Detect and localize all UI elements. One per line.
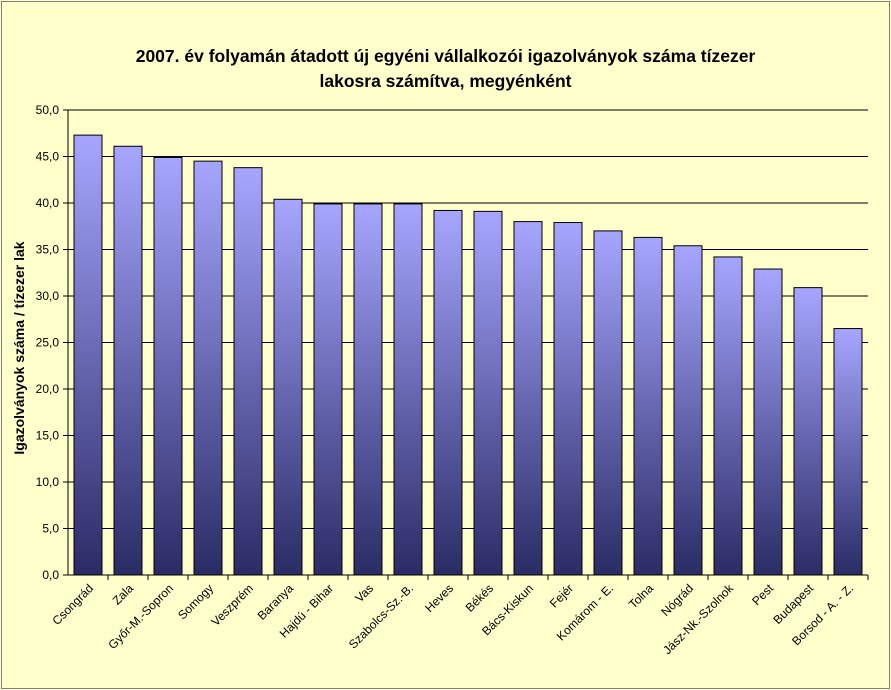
bar: [73, 134, 103, 576]
y-tick-label: 15,0: [36, 429, 60, 443]
x-tick-label: Békés: [463, 581, 496, 614]
x-tick-label: Veszprém: [208, 581, 256, 629]
bar: [513, 221, 543, 576]
bar: [433, 209, 463, 576]
x-tick-label: Pest: [749, 581, 776, 608]
bar: [673, 245, 703, 576]
bar: [593, 230, 623, 576]
bar: [233, 167, 263, 576]
y-tick-label: 40,0: [36, 196, 60, 210]
bar: [753, 268, 783, 576]
y-tick-label: 0,0: [42, 568, 59, 582]
axes: [63, 109, 869, 580]
x-tick-label: Heves: [422, 581, 456, 615]
bar: [633, 236, 663, 576]
chart-title-line-2: lakosra számítva, megyénként: [319, 71, 572, 91]
bar: [313, 203, 343, 576]
bar: [153, 156, 183, 576]
bar: [833, 328, 863, 576]
x-tick-label: Nógrád: [658, 581, 696, 619]
bar: [473, 210, 503, 576]
y-axis-label: Igazolványok száma / tízezer lak: [11, 241, 27, 454]
bar: [353, 203, 383, 576]
bar: [793, 287, 823, 576]
x-tick-labels: Csongrád ZalaGyőr-M.-SopronSomogyVeszprém…: [49, 581, 856, 658]
y-tick-label: 20,0: [36, 382, 60, 396]
gridlines: [68, 109, 868, 529]
chart-title: 2007. év folyamán átadott új egyéni váll…: [0, 44, 891, 94]
x-tick-label: Vas: [352, 581, 376, 605]
y-tick-label: 35,0: [36, 243, 60, 257]
chart-title-line-1: 2007. év folyamán átadott új egyéni váll…: [135, 46, 756, 66]
bar: [553, 222, 583, 576]
y-tick-label: 45,0: [36, 150, 60, 164]
y-tick-label: 50,0: [36, 103, 60, 117]
bar: [273, 198, 303, 576]
y-tick-label: 5,0: [42, 522, 59, 536]
x-tick-label: Zala: [110, 581, 137, 608]
x-tick-label: Tolna: [626, 581, 656, 611]
x-tick-label: Fejér: [547, 581, 576, 610]
bars: [73, 134, 863, 576]
bar: [193, 160, 223, 576]
x-tick-label: Jász-Nk.-Szolnok: [660, 581, 737, 658]
y-tick-label: 10,0: [36, 475, 60, 489]
y-tick-label: 25,0: [36, 336, 60, 350]
x-tick-label: Csongrád: [49, 581, 96, 628]
y-tick-labels: 0,0 5,0 10,0 15,0 20,0 25,0 30,0 35,0 40,0 45,0 50…: [36, 103, 60, 582]
bar: [393, 203, 423, 576]
bar: [113, 145, 143, 576]
bar: [713, 256, 743, 576]
y-tick-label: 30,0: [36, 289, 60, 303]
